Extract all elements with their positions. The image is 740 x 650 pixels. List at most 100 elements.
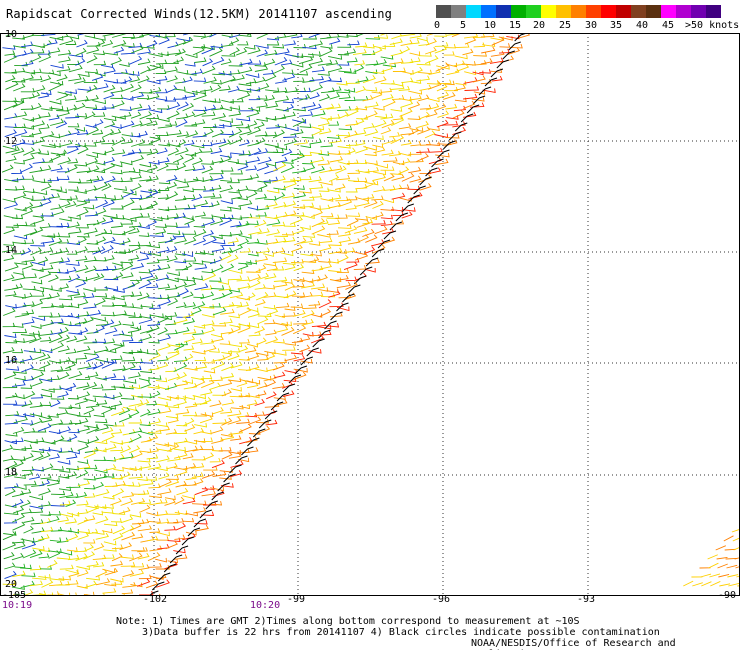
wind-barb xyxy=(455,63,470,73)
edge-barb xyxy=(169,554,183,564)
wind-barb xyxy=(31,102,42,111)
wind-barb xyxy=(120,395,135,400)
wind-barb xyxy=(5,410,20,417)
wind-barb xyxy=(238,81,252,87)
edge-barb xyxy=(247,437,260,447)
wind-barb xyxy=(47,477,60,482)
wind-barb xyxy=(111,474,124,480)
wind-barb xyxy=(344,130,358,139)
wind-barb xyxy=(236,379,248,387)
wind-barb xyxy=(274,321,289,327)
wind-barb xyxy=(264,273,277,280)
wind-barb xyxy=(23,154,35,162)
wind-barb xyxy=(48,453,61,460)
wind-barb xyxy=(381,149,394,156)
wind-barb xyxy=(309,192,323,199)
wind-barb xyxy=(75,223,90,229)
wind-barb xyxy=(273,237,287,244)
wind-barb xyxy=(165,475,180,480)
wind-barb xyxy=(137,292,150,301)
wind-barb xyxy=(202,128,214,137)
wind-barb xyxy=(280,59,293,66)
wind-barb xyxy=(4,284,19,291)
wind-barb xyxy=(49,100,62,105)
wind-barb xyxy=(191,119,206,126)
wind-barb xyxy=(389,38,403,45)
edge-barb xyxy=(300,356,313,366)
wind-barb xyxy=(136,578,151,587)
wind-barb xyxy=(103,92,115,100)
wind-barb xyxy=(21,262,34,270)
wind-barb xyxy=(128,409,140,418)
wind-barb xyxy=(4,333,17,339)
wind-barb xyxy=(102,199,115,208)
wind-barb xyxy=(490,50,505,57)
wind-barb xyxy=(39,264,54,271)
wind-barb xyxy=(112,301,127,306)
wind-barb xyxy=(12,35,25,40)
wind-barb xyxy=(38,592,54,596)
wind-barb xyxy=(95,399,108,406)
wind-barb xyxy=(236,47,248,56)
wind-barb xyxy=(185,511,199,517)
wind-barb xyxy=(310,251,322,257)
wind-barb xyxy=(67,221,80,229)
wind-barb xyxy=(425,46,437,55)
legend-swatch xyxy=(676,5,691,18)
wind-barb xyxy=(146,200,159,209)
wind-barb xyxy=(281,111,296,119)
wind-barb xyxy=(58,257,71,264)
wind-barb xyxy=(372,91,383,99)
wind-barb xyxy=(128,433,142,443)
wind-barb xyxy=(274,145,288,151)
wind-barb xyxy=(247,381,259,389)
wind-barb xyxy=(68,178,82,183)
wind-barb xyxy=(157,283,171,290)
wind-barb xyxy=(165,320,177,326)
wind-barb xyxy=(158,117,170,123)
wind-barb xyxy=(139,430,153,436)
wind-barb xyxy=(193,92,207,101)
wind-barb xyxy=(58,56,71,63)
wind-barb xyxy=(247,416,262,425)
wind-barb xyxy=(47,232,61,237)
wind-barb xyxy=(338,93,351,100)
wind-barb xyxy=(380,113,394,120)
wind-barb xyxy=(39,112,51,118)
wind-barb xyxy=(75,47,87,56)
legend-swatch xyxy=(466,5,481,18)
wind-barb xyxy=(389,58,404,65)
wind-barb xyxy=(254,219,267,228)
wind-barb xyxy=(353,226,368,234)
wind-barb xyxy=(155,425,170,432)
wind-barb xyxy=(155,557,168,563)
wind-barb xyxy=(238,200,253,207)
wind-barb xyxy=(400,100,414,108)
wind-barb xyxy=(158,179,171,185)
wind-barb xyxy=(416,60,431,66)
edge-barb xyxy=(181,536,195,546)
wind-barb xyxy=(84,265,97,274)
wind-barb xyxy=(344,96,356,102)
wind-barb xyxy=(41,579,54,588)
wind-barb xyxy=(362,95,374,102)
wind-barb xyxy=(211,43,223,49)
wind-barb xyxy=(308,275,321,283)
wind-barb xyxy=(73,292,86,298)
wind-barb xyxy=(398,166,410,175)
wind-barb xyxy=(239,404,251,410)
wind-barb xyxy=(489,57,504,64)
wind-barb xyxy=(246,109,260,118)
wind-barb xyxy=(113,79,127,84)
wind-barb xyxy=(164,59,179,65)
wind-barb xyxy=(319,237,333,244)
wind-barb xyxy=(211,426,224,434)
wind-barb xyxy=(21,93,35,100)
wind-barb xyxy=(275,48,290,56)
wind-barb xyxy=(23,188,35,194)
wind-barb xyxy=(140,303,154,308)
wind-barb xyxy=(20,207,34,216)
wind-barb xyxy=(95,488,110,497)
wind-barb xyxy=(255,255,269,263)
wind-barb xyxy=(247,190,258,199)
